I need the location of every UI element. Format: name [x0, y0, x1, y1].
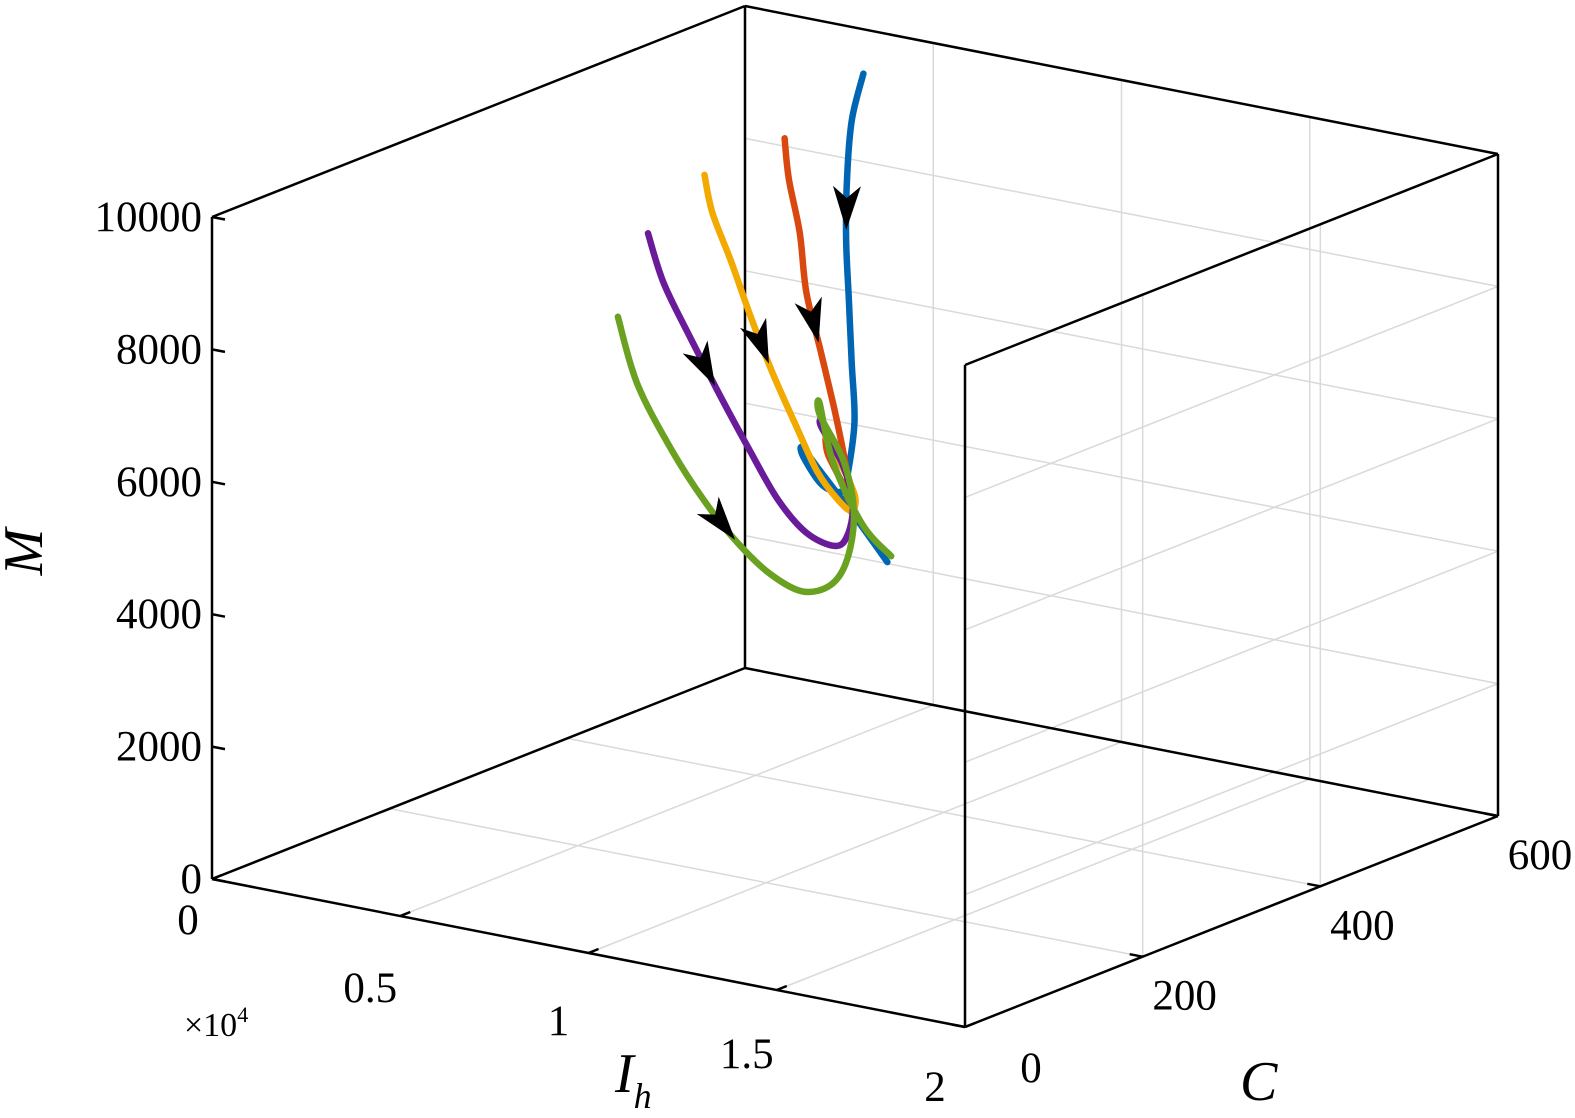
- x-tick-label-1: 0.5: [343, 965, 397, 1012]
- x-axis-scale-factor: ×104: [184, 1002, 248, 1044]
- trajectory-arrow-4: [696, 496, 736, 540]
- x-tick-label-0: 0: [177, 897, 199, 944]
- trajectory-arrow-1: [794, 296, 822, 343]
- y-tick-label-1: 200: [1152, 973, 1217, 1020]
- back-wall-grid-z-1: [744, 402, 1499, 552]
- back-wall-grid-z-0: [744, 534, 1499, 685]
- y-axis-label: C: [1240, 1051, 1278, 1113]
- z-tick-1: [211, 745, 226, 751]
- grid-lines: [389, 43, 1499, 991]
- z-tick-5: [211, 215, 226, 221]
- y-tick-0: [951, 1023, 966, 1029]
- axis-labels: M Ih C ×104: [0, 525, 1278, 1116]
- z-tick-label-5: 10000: [95, 194, 203, 241]
- floor-grid-y-0: [389, 807, 1143, 958]
- z-tick-label-4: 8000: [116, 326, 202, 373]
- floor-grid-x-0: [399, 704, 934, 917]
- y-tick-3: [1484, 812, 1499, 818]
- z-tick-label-2: 4000: [116, 591, 202, 638]
- y-tick-2: [1307, 882, 1321, 888]
- side-wall-grid-z-3: [964, 285, 1499, 499]
- frame-edge-8: [211, 4, 746, 219]
- side-wall-grid-z-1: [964, 550, 1499, 763]
- frame-edge-4: [744, 666, 1499, 818]
- x-tick-label-4: 2: [924, 1064, 946, 1111]
- x-tick-label-2: 1: [548, 998, 570, 1045]
- z-tick-3: [211, 480, 226, 486]
- z-tick-2: [211, 612, 226, 618]
- y-tick-label-3: 600: [1508, 832, 1573, 879]
- floor-grid-y-1: [567, 737, 1321, 888]
- trajectory-arrow-3: [682, 340, 716, 387]
- back-wall-grid-z-3: [744, 137, 1499, 288]
- floor-grid-x-2: [776, 778, 1311, 991]
- x-tick-0: [211, 873, 223, 881]
- back-wall-grid-z-2: [744, 270, 1499, 420]
- side-wall-grid-z-2: [964, 418, 1499, 631]
- x-tick-3: [776, 984, 788, 992]
- floor-grid-x-1: [588, 741, 1122, 954]
- y-tick-label-2: 400: [1330, 902, 1395, 949]
- frame-edge-9: [744, 4, 1499, 156]
- frame-edge-3: [964, 814, 1499, 1029]
- x-tick-2: [588, 947, 599, 955]
- x-tick-4: [964, 1021, 976, 1029]
- y-tick-1: [1129, 952, 1143, 958]
- x-tick-1: [399, 910, 411, 918]
- z-tick-label-0: 0: [181, 856, 203, 903]
- z-tick-label-3: 6000: [116, 459, 202, 506]
- trajectories: [614, 70, 895, 596]
- axis-ticks: 0 2000 4000 6000 8000 10000 0 0.5 1 1.5 2 0 200 400 60…: [95, 194, 1573, 1111]
- x-tick-label-3: 1.5: [720, 1031, 774, 1078]
- frame-edge-1: [211, 666, 746, 881]
- z-tick-4: [211, 348, 226, 354]
- trajectory-3: [644, 230, 857, 550]
- y-tick-label-0: 0: [1020, 1045, 1042, 1092]
- trajectory-arrow-0: [832, 185, 861, 230]
- frame-edge-10: [964, 152, 1499, 367]
- side-wall-grid-z-0: [964, 682, 1499, 896]
- z-tick-label-1: 2000: [116, 724, 202, 771]
- x-axis-label-main: I: [614, 1043, 636, 1105]
- trajectory-arrow-2: [739, 317, 769, 364]
- z-axis-label: M: [0, 525, 55, 576]
- axes-frame: [210, 4, 1500, 1029]
- x-axis-scale-exponent: 4: [237, 1002, 248, 1027]
- x-axis-label-subscript: h: [634, 1076, 652, 1116]
- x-axis-scale-prefix: ×10: [184, 1007, 237, 1044]
- trajectory-4: [614, 313, 895, 596]
- x-axis-label: Ih: [614, 1043, 652, 1116]
